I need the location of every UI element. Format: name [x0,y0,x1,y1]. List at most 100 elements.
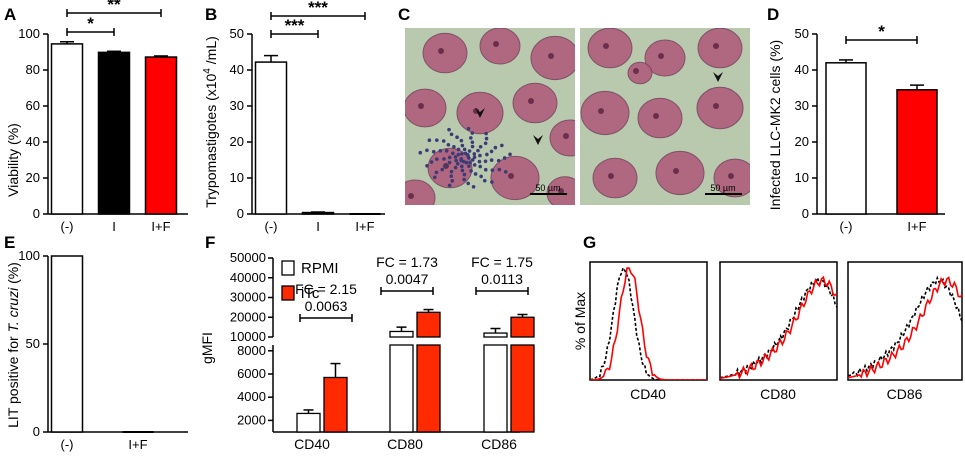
chart-b-ytick-label: 0 [237,206,244,221]
chart-e-ytick-label: 50 [26,336,40,351]
histogram-plot [848,275,963,379]
amastigote [418,150,423,155]
amastigote [447,183,452,188]
amastigote [459,156,464,161]
chart-b-ytick-label: 50 [230,26,244,41]
chart-f-bar-lower [483,344,508,433]
chart-a-ytick-label: 40 [26,134,40,149]
nucleolus [438,48,444,54]
chart-a-ytick-label: 20 [26,170,40,185]
amastigote [490,180,494,184]
chart-f-legend-swatch [281,285,295,301]
amastigote [444,149,449,153]
amastigote [470,131,475,135]
chart-b-ylabel-tail: /mL) [203,36,219,68]
amastigote [450,179,455,183]
amastigote [453,155,458,159]
amastigote [483,159,488,164]
chart-d-ytick-label: 0 [802,206,809,221]
amastigote [466,126,471,131]
micrograph-image: 50 µm [405,28,575,205]
chart-f-fold-change: FC = 2.15 [295,281,357,297]
chart-f-p-value: 0.0113 [481,271,523,287]
chart-b-ytick-label: 30 [230,98,244,113]
histogram-series [590,267,707,380]
chart-f-ytick-label: 40000 [230,270,266,285]
chart-a-xtick-label: (-) [61,219,74,234]
histogram-series [848,275,963,378]
amastigote [466,181,471,186]
chart-b-sig-label: *** [285,16,305,35]
amastigote [490,168,495,172]
cell-nucleus [637,97,683,139]
amastigote [456,147,461,152]
cell-nucleus [512,82,558,124]
chart-a-xtick-label: I [112,219,116,234]
panel-label-a: A [4,5,16,24]
amastigote [432,175,437,180]
chart-f-ytick-label: 6000 [237,366,266,381]
histogram-xlabel: CD86 [887,386,923,402]
chart-b-xtick-label: I [316,219,320,234]
chart-f-bar [389,330,414,338]
amastigote [478,164,483,169]
nucleolus [418,103,424,109]
chart-f-p-value: 0.0047 [386,271,429,287]
amastigote [489,149,494,154]
chart-b-xtick-label: (-) [265,219,278,234]
amastigote [462,172,467,177]
amastigote [462,177,466,182]
chart-a-sig-label: * [87,14,94,33]
chart-f-bar [416,311,441,338]
chart-e: LIT positive for T. cruzi (%) 0 50 100 (-) I… [5,248,188,452]
chart-f-ytick-label: 50000 [230,250,266,265]
amastigote [484,136,489,141]
chart-b-bar [301,211,335,215]
nucleolus [563,133,569,139]
amastigote [503,170,508,174]
amastigote [476,148,480,153]
amastigote [479,174,483,179]
cell-nucleus [549,119,575,157]
cell-nucleus [697,28,743,69]
histogram-xlabel: CD40 [630,386,666,402]
amastigote [442,157,446,161]
amastigote [443,163,448,168]
micrograph-panel: 50 µm 50 µm [405,28,750,205]
chart-f-ytick-label: 8000 [237,343,266,358]
histogram-series [590,266,707,380]
chart-f-bar [296,412,321,433]
chart-d: Infected LLC-MK2 cells (%) 0 10 20 30 40 50 (-… [767,22,945,234]
chart-b-ytick-label: 20 [230,134,244,149]
amastigote [482,178,487,183]
cell-nucleus [580,90,630,136]
amastigote [470,158,475,162]
cell-nucleus [490,155,540,201]
amastigote [469,136,473,140]
amastigote [472,163,477,167]
micrograph-image: 50 µm [580,28,750,205]
amastigote [447,127,451,132]
amastigote [440,167,445,172]
nucleolus [493,41,499,47]
nucleolus [548,53,554,59]
amastigote [478,145,483,149]
amastigote [454,158,458,163]
chart-f-xtick-label: CD40 [294,436,330,452]
chart-e-xtick-label: I+F [128,437,147,452]
amastigote [441,139,446,143]
chart-d-ytick-label: 20 [795,134,809,149]
chart-b-ylabel-sup: 4 [202,68,213,74]
chart-f-p-value: 0.0063 [305,298,348,314]
panel-label-d: D [767,5,779,24]
chart-a-ylabel: Viability (%) [5,123,21,197]
cell-nucleus [592,157,638,199]
cell-nucleus [422,32,468,74]
amastigote [429,160,434,164]
nucleolus [653,113,659,119]
cell-nucleus [405,179,436,205]
nucleolus [658,53,664,59]
chart-a-bar [144,56,178,215]
chart-d-ylabel: Infected LLC-MK2 cells (%) [767,40,783,210]
